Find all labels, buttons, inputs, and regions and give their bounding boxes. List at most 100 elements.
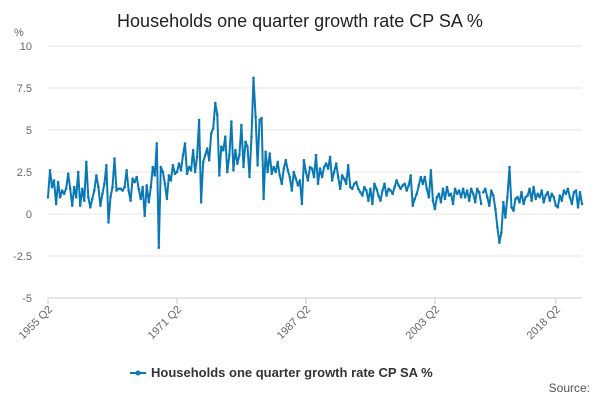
y-tick-label: 5 [26, 125, 32, 137]
data-point [502, 200, 505, 204]
data-point [133, 180, 136, 184]
data-point [514, 197, 517, 201]
data-point [131, 177, 134, 180]
data-point [439, 200, 443, 204]
data-point [272, 165, 276, 169]
data-point [76, 170, 80, 174]
data-point [361, 194, 364, 197]
data-point [413, 197, 417, 201]
data-point [437, 192, 441, 196]
data-point [230, 120, 233, 123]
data-point [244, 140, 247, 144]
data-point [340, 174, 344, 177]
data-point [117, 187, 120, 191]
data-point [451, 202, 455, 206]
data-point [359, 190, 362, 194]
x-tick-label: 2018 Q2 [525, 304, 563, 342]
data-point [486, 195, 489, 199]
data-point [576, 206, 580, 209]
data-point [48, 169, 52, 172]
data-point [119, 187, 122, 191]
data-point [566, 187, 570, 191]
data-point [195, 155, 199, 159]
data-point [139, 197, 142, 201]
data-point [252, 76, 255, 80]
y-tick-label: 10 [20, 41, 32, 53]
data-point [405, 189, 409, 192]
data-point [91, 197, 94, 201]
data-point [568, 195, 572, 199]
data-point [560, 199, 564, 202]
data-point [179, 169, 183, 172]
data-point [93, 189, 96, 192]
data-point [369, 187, 372, 191]
data-point [256, 164, 259, 167]
data-point [159, 165, 163, 169]
data-point [113, 157, 116, 160]
data-point [105, 164, 108, 167]
data-point [258, 118, 261, 122]
data-point [324, 162, 328, 165]
data-point [320, 175, 324, 179]
data-point [123, 185, 126, 189]
data-point [177, 162, 181, 165]
data-point [520, 190, 523, 194]
data-point [326, 167, 330, 170]
data-point [214, 101, 217, 105]
legend[interactable]: Households one quarter growth rate CP SA… [130, 365, 433, 380]
data-point [465, 189, 469, 192]
data-point [278, 174, 282, 177]
data-point [171, 164, 175, 167]
series-line-segment-0 [47, 76, 483, 249]
data-point [189, 169, 193, 172]
data-point [64, 187, 68, 191]
data-point [431, 199, 435, 202]
data-point [338, 187, 342, 191]
data-point [423, 175, 427, 179]
data-point [207, 158, 211, 162]
data-point [425, 187, 429, 191]
y-axis-ticks: 10 7.5 5 2.5 0 -2.5 -5 [13, 41, 32, 305]
legend-swatch-marker [135, 370, 141, 376]
data-point [461, 187, 465, 191]
source-label[interactable]: Source: [549, 381, 590, 395]
data-point [475, 187, 479, 191]
data-point [455, 192, 459, 196]
data-point [552, 195, 556, 199]
data-point [83, 199, 86, 202]
data-point [254, 115, 257, 118]
data-point [169, 179, 173, 182]
data-point [121, 189, 124, 192]
data-point [187, 165, 191, 169]
data-point [286, 169, 290, 172]
data-point [346, 164, 350, 167]
data-point [308, 165, 312, 169]
data-point [220, 145, 223, 149]
data-point [70, 204, 74, 207]
data-point [395, 179, 398, 182]
data-point [310, 167, 314, 170]
data-point [191, 148, 195, 152]
data-point [302, 158, 306, 162]
data-point [488, 204, 491, 207]
data-point [357, 187, 360, 191]
data-point [342, 177, 346, 180]
data-point [232, 169, 235, 172]
data-point [459, 195, 463, 199]
data-point [282, 167, 286, 170]
data-point [165, 197, 169, 201]
data-point [471, 192, 475, 196]
data-point [298, 179, 302, 182]
data-point [540, 189, 543, 192]
data-point [419, 175, 423, 179]
data-point [62, 192, 66, 196]
data-point [292, 170, 296, 174]
data-point [276, 160, 280, 164]
data-point [218, 174, 221, 177]
data-point [510, 206, 513, 209]
data-point [322, 165, 326, 169]
data-point [457, 189, 461, 192]
data-point [99, 204, 102, 207]
data-point [95, 174, 98, 177]
data-point [330, 179, 334, 182]
